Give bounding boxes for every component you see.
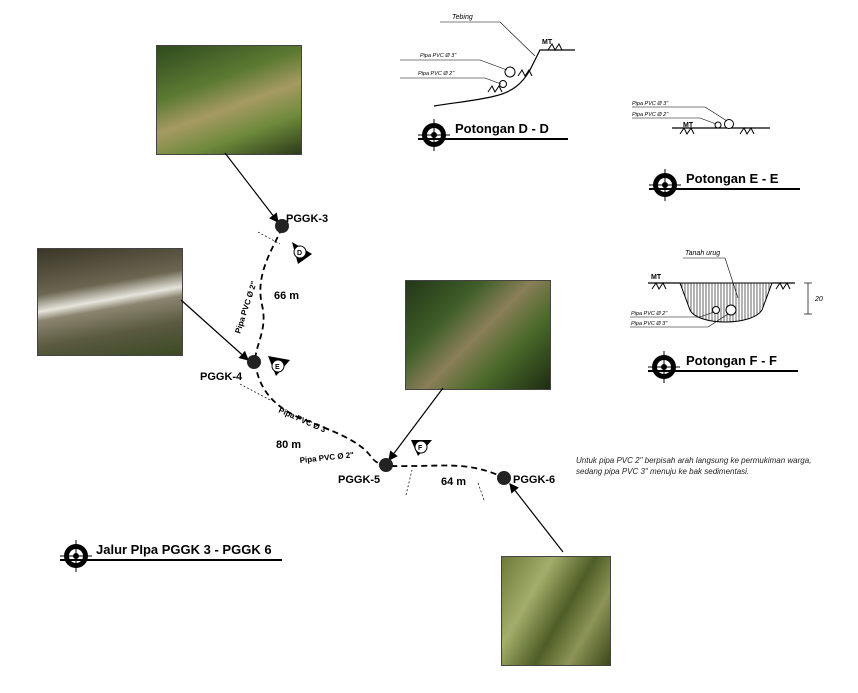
section-ee: Pipa PVC Ø 3" Pipa PVC Ø 2" MT Potongan … (632, 101, 800, 201)
station-label-pggk5: PGGK-5 (338, 474, 380, 486)
pipe3-circle-f (725, 304, 737, 316)
pipe-label-seg1: Pipa PVC Ø 2" (233, 280, 258, 335)
section-ff: Tanah urug MT 20 Pipa PVC Ø 2" Pipa PVC … (630, 250, 823, 383)
depth-label-f: 20 (814, 296, 823, 303)
photo-pggk4 (37, 248, 183, 356)
pipe-label-seg2-top: Pipa PVC Ø 3" (277, 406, 331, 436)
note-line-2: sedang pipa PVC 3" menuju ke bak sedimen… (576, 467, 750, 476)
note-line-1: Untuk pipa PVC 2" berpisah arah langsung… (576, 456, 812, 465)
station-dot-pggk5 (379, 458, 393, 472)
svg-text:D: D (297, 250, 302, 257)
section-ff-title: Potongan F - F (686, 353, 777, 368)
mt-label-e: MT (683, 122, 694, 129)
photo-pggk6 (501, 556, 611, 666)
station-dot-pggk4 (247, 355, 261, 369)
section-marker-f: F (411, 440, 432, 456)
tanah-urug-label: Tanah urug (685, 250, 720, 257)
pipe2-label-f: Pipa PVC Ø 2" (631, 311, 668, 317)
station-label-pggk6: PGGK-6 (513, 474, 555, 486)
section-dd-title: Potongan D - D (455, 121, 549, 136)
distance-4-5: 80 m (276, 439, 301, 451)
station-label-pggk4: PGGK-4 (200, 371, 243, 383)
arrow-photo6 (509, 483, 564, 553)
mt-label-d: MT (542, 39, 553, 46)
main-title-block: Jalur PIpa PGGK 3 - PGGK 6 (60, 540, 282, 572)
pipe2-label-e: Pipa PVC Ø 2" (632, 112, 669, 118)
pipe2-circle-e (714, 121, 722, 129)
arrow-photo4 (180, 299, 249, 361)
pipe3-label-e: Pipa PVC Ø 3" (632, 101, 669, 107)
tebing-label: Tebing (452, 14, 473, 21)
pipe3-circle-e (724, 119, 734, 129)
dimension-lines (239, 231, 485, 501)
distance-5-6: 64 m (441, 476, 466, 488)
route-note: Untuk pipa PVC 2" berpisah arah langsung… (576, 455, 851, 477)
svg-text:F: F (418, 445, 423, 452)
station-label-pggk3: PGGK-3 (286, 213, 328, 225)
station-dot-pggk3 (275, 219, 289, 233)
arrow-photo5 (388, 387, 444, 461)
pipe3-label-f: Pipa PVC Ø 3" (631, 321, 668, 327)
section-marker-d: D (292, 242, 312, 264)
svg-text:E: E (275, 364, 280, 371)
section-marker-e: E (268, 356, 290, 376)
pipe2-circle-f (712, 306, 720, 314)
main-title: Jalur PIpa PGGK 3 - PGGK 6 (96, 542, 272, 557)
pipe3-circle-d (504, 66, 516, 78)
section-ee-title: Potongan E - E (686, 171, 779, 186)
station-dot-pggk6 (497, 471, 511, 485)
pipe2-label-d: Pipa PVC Ø 2" (418, 71, 455, 77)
arrow-photo3 (224, 152, 279, 223)
mt-label-f: MT (651, 274, 662, 281)
distance-3-4: 66 m (274, 290, 299, 302)
pipe2-circle-d (499, 80, 507, 88)
pipe-route (254, 227, 501, 477)
pipe-label-seg2-bottom: Pipa PVC Ø 2" (299, 450, 354, 465)
photo-pggk5 (405, 280, 551, 390)
section-dd: Tebing MT Pipa PVC Ø 3" Pipa PVC Ø 2" Po… (400, 14, 575, 151)
pipe3-label-d: Pipa PVC Ø 3" (420, 53, 457, 59)
photo-pggk3 (156, 45, 302, 155)
